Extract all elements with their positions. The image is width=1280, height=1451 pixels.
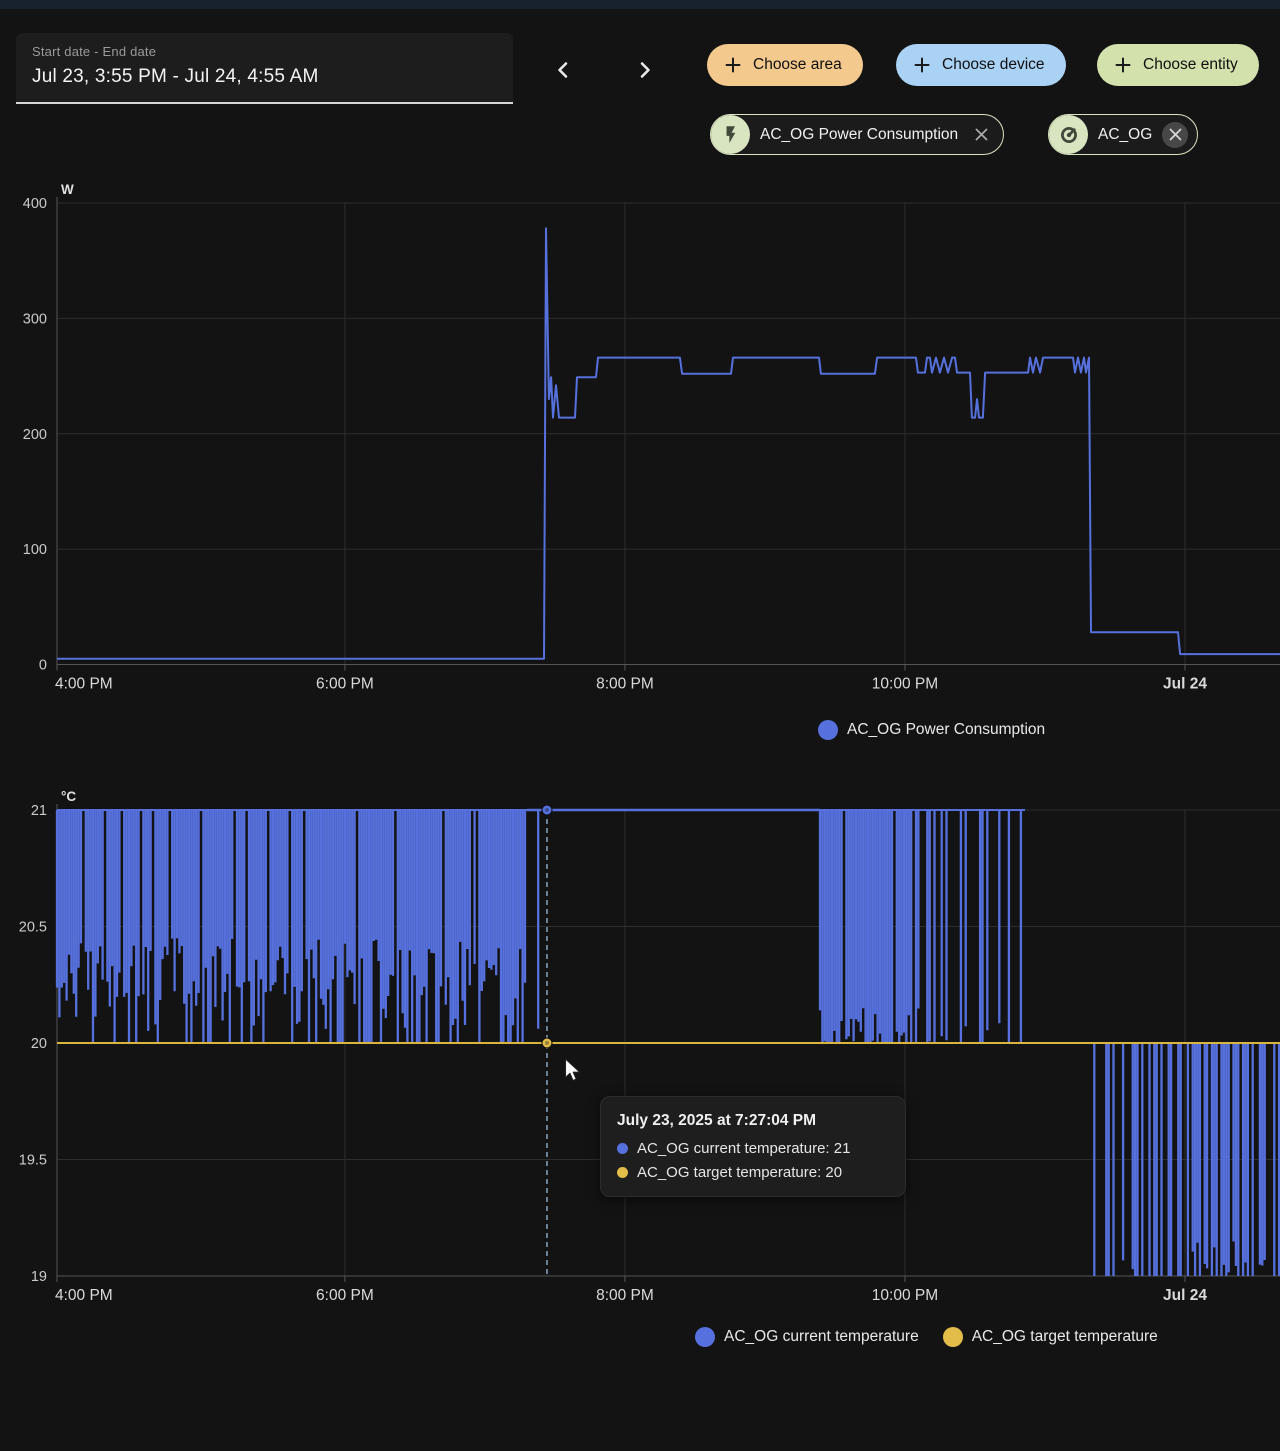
- plus-icon: [914, 57, 930, 73]
- svg-text:19.5: 19.5: [19, 1153, 47, 1169]
- legend-item[interactable]: AC_OG Power Consumption: [818, 720, 1045, 740]
- svg-text:20: 20: [31, 1036, 47, 1052]
- plus-icon: [725, 57, 741, 73]
- choose-device-label: Choose device: [942, 56, 1045, 73]
- top-accent-bar: [0, 0, 1280, 9]
- legend-item[interactable]: AC_OG target temperature: [942, 1327, 1158, 1347]
- svg-text:200: 200: [23, 427, 47, 443]
- thermostat-icon: [1049, 115, 1088, 154]
- svg-text:400: 400: [23, 196, 47, 212]
- svg-text:4:00 PM: 4:00 PM: [55, 1287, 113, 1304]
- choose-entity-label: Choose entity: [1143, 56, 1238, 73]
- svg-text:10:00 PM: 10:00 PM: [872, 1287, 938, 1304]
- svg-text:19: 19: [31, 1269, 47, 1285]
- svg-text:10:00 PM: 10:00 PM: [872, 676, 938, 693]
- svg-text:°C: °C: [61, 789, 76, 804]
- choose-entity-chip[interactable]: Choose entity: [1097, 44, 1259, 86]
- svg-text:0: 0: [39, 658, 47, 674]
- next-period-button[interactable]: [629, 54, 661, 86]
- filter-chip-label: AC_OG: [1098, 125, 1153, 143]
- filter-chip-ac-og[interactable]: AC_OG: [1048, 114, 1199, 155]
- filter-chip-label: AC_OG Power Consumption: [760, 125, 959, 143]
- svg-text:6:00 PM: 6:00 PM: [316, 676, 374, 693]
- chevron-left-icon: [558, 62, 568, 78]
- date-range-picker[interactable]: Start date - End date Jul 23, 3:55 PM - …: [16, 33, 513, 104]
- filter-chip-power-consumption[interactable]: AC_OG Power Consumption: [710, 114, 1005, 155]
- chevron-right-icon: [640, 62, 650, 78]
- svg-text:Jul 24: Jul 24: [1163, 676, 1207, 693]
- tooltip-value: AC_OG target temperature: 20: [637, 1164, 843, 1181]
- svg-text:8:00 PM: 8:00 PM: [596, 1287, 654, 1304]
- series-dot-icon: [617, 1167, 628, 1178]
- svg-text:Jul 24: Jul 24: [1163, 1287, 1207, 1304]
- legend-label: AC_OG target temperature: [971, 1328, 1158, 1345]
- tooltip-row: AC_OG target temperature: 20: [617, 1164, 889, 1181]
- choose-area-label: Choose area: [753, 56, 842, 73]
- lightning-bolt-icon: [711, 115, 750, 154]
- previous-period-button[interactable]: [547, 54, 579, 86]
- series-dot-icon: [617, 1143, 628, 1154]
- svg-text:21: 21: [31, 803, 47, 819]
- legend-item[interactable]: AC_OG current temperature: [695, 1327, 919, 1347]
- svg-text:100: 100: [23, 542, 47, 558]
- legend-dot-icon: [695, 1327, 715, 1347]
- tooltip-value: AC_OG current temperature: 21: [637, 1140, 851, 1157]
- temperature-chart[interactable]: 19 19.5 20 20.5 21 °C 4:00 PM 6:00 PM 8:00 PM 10:…: [0, 770, 1280, 1315]
- svg-text:300: 300: [23, 311, 47, 327]
- legend-dot-icon: [818, 720, 838, 740]
- svg-text:4:00 PM: 4:00 PM: [55, 676, 113, 693]
- svg-text:6:00 PM: 6:00 PM: [316, 1287, 374, 1304]
- date-range-value: Jul 23, 3:55 PM - Jul 24, 4:55 AM: [32, 66, 319, 87]
- remove-filter-icon[interactable]: [1162, 121, 1189, 148]
- temperature-chart-legend: AC_OG current temperature AC_OG target te…: [695, 1327, 1158, 1347]
- svg-text:20.5: 20.5: [19, 920, 47, 936]
- svg-text:8:00 PM: 8:00 PM: [596, 676, 654, 693]
- choose-area-chip[interactable]: Choose area: [707, 44, 863, 86]
- chart-tooltip: July 23, 2025 at 7:27:04 PM AC_OG curren…: [600, 1096, 906, 1197]
- tooltip-row: AC_OG current temperature: 21: [617, 1140, 889, 1157]
- power-consumption-chart[interactable]: 0 100 200 300 400 W 4:00 PM 6:00 PM 8:00 PM 10:00…: [0, 180, 1280, 710]
- choose-device-chip[interactable]: Choose device: [896, 44, 1066, 86]
- power-chart-legend: AC_OG Power Consumption: [818, 720, 1045, 740]
- tooltip-timestamp: July 23, 2025 at 7:27:04 PM: [617, 1112, 817, 1129]
- date-range-label: Start date - End date: [32, 44, 157, 59]
- plus-icon: [1115, 57, 1131, 73]
- legend-dot-icon: [942, 1327, 963, 1347]
- legend-label: AC_OG Power Consumption: [847, 721, 1046, 738]
- remove-filter-icon[interactable]: [968, 122, 994, 148]
- legend-label: AC_OG current temperature: [724, 1328, 919, 1345]
- svg-text:W: W: [61, 182, 74, 197]
